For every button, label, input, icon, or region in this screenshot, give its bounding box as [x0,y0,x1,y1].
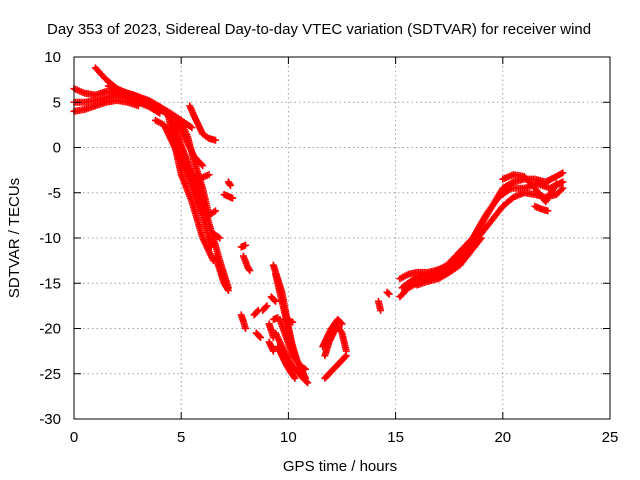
data-point [212,207,220,215]
data-point [257,334,265,342]
data-point [199,162,207,170]
data-point [302,365,310,373]
series-0-track-9 [169,116,213,183]
y-tick-label-7: -25 [39,366,61,383]
series-0-track-12 [224,178,235,190]
data-point [224,286,232,294]
data-points [70,64,567,387]
data-point [559,169,567,177]
y-tick-label-5: -15 [39,275,61,292]
y-tick-label-2: 0 [53,140,61,157]
series-0-track-28 [276,315,310,373]
series-0-track-34 [374,297,385,314]
y-tick-label-6: -20 [39,321,61,338]
series-0-track-30 [274,343,299,382]
series-0-track-16 [239,252,254,275]
data-point [272,297,280,305]
series-0-track-39 [413,234,485,289]
series-0-track-13 [209,229,224,242]
series-0-track-24 [259,302,271,314]
series-0-track-35 [383,288,393,298]
data-point [477,234,485,242]
y-tick-label-1: 5 [53,94,61,111]
series-0-track-19 [252,329,265,342]
series-0-track-11 [220,191,237,202]
series-0-track-1 [70,91,164,117]
data-point [197,160,205,168]
data-point [341,353,349,361]
data-point [263,302,271,310]
series-0-track-29 [282,315,297,326]
series-0-track-2 [70,96,142,115]
x-tick-label-5: 25 [602,429,619,446]
data-point [338,320,346,328]
data-point [186,123,194,131]
data-point [384,289,392,297]
y-tick-label-8: -30 [39,411,61,428]
data-point [188,124,196,132]
data-point [476,236,484,244]
data-point [262,303,270,311]
axis-ticks [73,56,611,420]
series-0-track-31 [321,352,350,382]
series-0-track-20 [267,293,280,305]
x-tick-label-3: 15 [387,429,404,446]
data-point [342,347,350,355]
data-point [205,171,213,179]
data-point [269,347,277,355]
data-point [224,285,232,293]
x-tick-label-2: 10 [280,429,297,446]
data-point [242,325,250,332]
x-tick-label-4: 20 [494,429,511,446]
y-tick-label-4: -10 [39,230,61,247]
data-point [216,234,224,242]
data-point [559,178,567,186]
data-point [377,306,385,314]
data-point [291,374,299,382]
data-point [253,308,261,316]
x-tick-label-0: 0 [70,429,78,446]
data-point [227,182,235,190]
data-point [255,332,263,340]
data-point [229,194,237,202]
y-tick-label-3: -5 [48,185,61,202]
y-tick-label-0: 10 [44,49,61,66]
series-0-track-41 [531,202,552,215]
data-point [270,296,278,304]
chart-title: Day 353 of 2023, Sidereal Day-to-day VTE… [47,21,591,38]
data-point [134,102,142,110]
x-tick-label-1: 5 [177,429,185,446]
data-point [385,290,393,298]
data-point [242,241,250,249]
data-point [302,378,310,386]
series-0-track-33 [321,323,350,360]
series-0-track-40 [499,171,560,206]
x-axis-label: GPS time / hours [283,458,397,475]
data-point [558,185,566,193]
data-point [559,184,567,192]
data-point [156,109,164,117]
data-point [552,180,560,188]
data-point [154,108,162,116]
series-0-track-18 [250,306,262,319]
y-axis-label: SDTVAR / TECUs [6,178,23,298]
data-point [544,207,552,215]
series-0-track-14 [237,241,250,251]
data-point [337,319,345,327]
series-0-track-8 [173,118,207,170]
series-0-track-10 [186,102,220,144]
data-point [246,267,254,275]
axis-tick-labels: 0 5 10 15 20 25 10 5 0 -5 -10 -15 -20 -25 -30 [39,49,618,446]
data-point [304,379,312,387]
data-point [212,136,220,144]
series-0-track-22 [265,338,277,355]
series-0-track-17 [237,311,250,332]
data-point [289,318,297,326]
series-0-track-15 [212,252,232,294]
